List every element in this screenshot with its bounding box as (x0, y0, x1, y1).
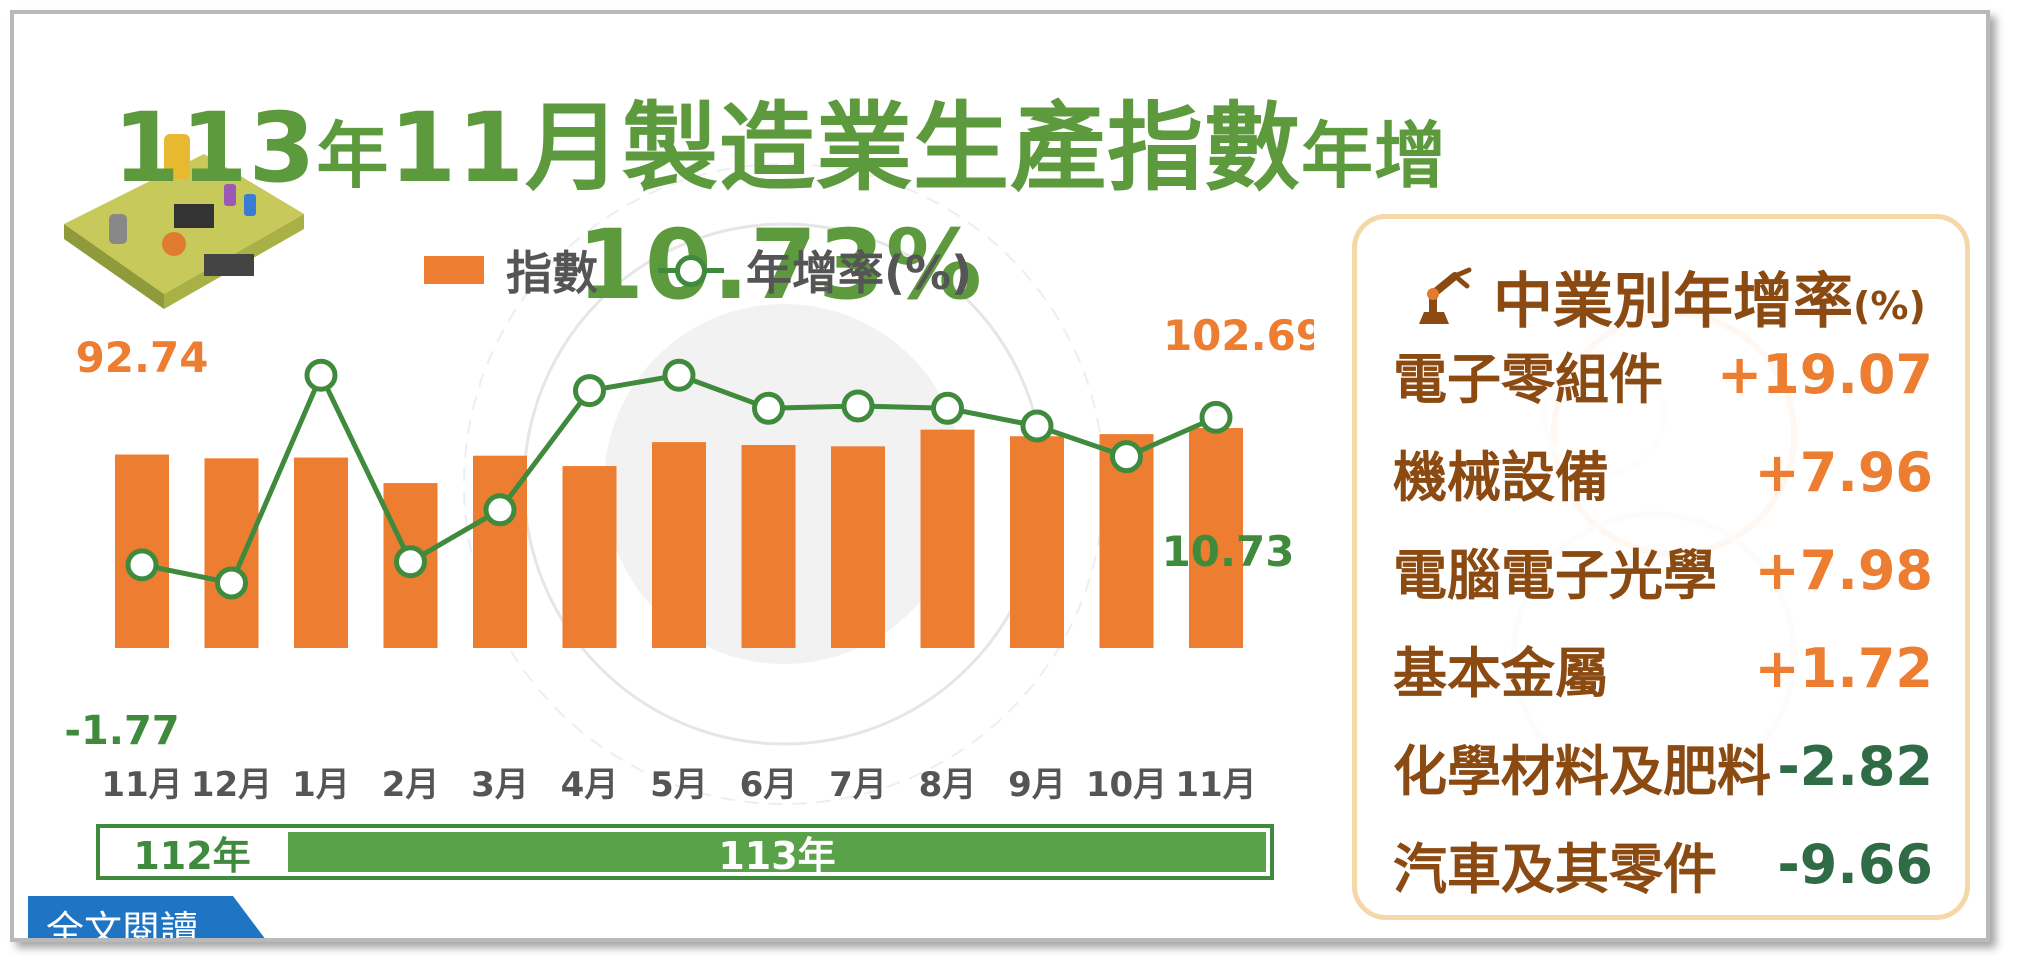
x-tick-label: 11月 (1175, 765, 1256, 805)
rate-point-11 (1020, 409, 1054, 443)
x-tick-label: 9月 (1008, 765, 1066, 805)
x-tick-label: 8月 (919, 765, 977, 805)
industry-name: 電子零組件 (1393, 347, 1663, 411)
industry-row: 電子零組件 +19.07 (1393, 329, 1933, 419)
title-part-year: 113 (112, 92, 317, 204)
rate-point-9 (841, 389, 875, 423)
x-tick-label: 4月 (561, 765, 619, 805)
industry-value: +7.96 (1754, 440, 1933, 504)
x-tick-label: 11月 (101, 765, 182, 805)
industry-name: 電腦電子光學 (1393, 543, 1717, 607)
industry-panel-title-text: 中業別年增率 (1493, 267, 1853, 337)
x-tick-label: 5月 (650, 765, 708, 805)
legend-bar-swatch (424, 256, 484, 284)
bar-7 (652, 442, 706, 648)
industry-value: -9.66 (1777, 832, 1933, 896)
rate-point-3 (304, 358, 338, 392)
title-part-value: 10.73% (577, 209, 983, 321)
infographic-card: 113年11月製造業生產指數年增10.73% 指數 年增率(%) 11月 12月 1… (10, 10, 1990, 942)
circuit-board-illustration (64, 134, 304, 309)
legend-bar-label: 指數 (506, 246, 598, 300)
industry-value: +19.07 (1716, 342, 1933, 406)
bar-8 (741, 445, 796, 648)
rate-point-1 (125, 548, 159, 582)
bar-11 (1010, 436, 1064, 648)
rate-point-6 (573, 374, 606, 408)
industry-growth-panel: 中業別年增率 (%) 電子零組件 +19.07 機械設備 +7.96 電腦電子光學 +7.… (1352, 214, 1970, 920)
industry-name: 機械設備 (1393, 445, 1609, 509)
rate-point-12 (1110, 440, 1143, 474)
industry-value: +7.98 (1754, 538, 1933, 602)
rate-point-8 (752, 391, 785, 425)
x-tick-label: 3月 (471, 765, 529, 805)
legend-line-swatch (658, 255, 724, 287)
year-group-112: 112年 (133, 833, 251, 878)
industry-value: +1.72 (1754, 636, 1933, 700)
industry-row: 電腦電子光學 +7.98 (1393, 525, 1933, 615)
title-part-subject: 月製造業生產指數 (524, 92, 1301, 204)
industry-row: 基本金屬 +1.72 (1393, 623, 1933, 713)
x-tick-label: 1月 (292, 765, 350, 805)
bar-label-last: 102.69 (1163, 311, 1314, 360)
bar-6 (562, 466, 617, 648)
bar-10 (920, 429, 975, 648)
rate-point-7 (662, 358, 696, 392)
industry-name: 化學材料及肥料 (1393, 739, 1771, 803)
title-part-month: 11 (389, 92, 525, 204)
bar-label-first: 92.74 (76, 333, 209, 382)
rate-label-first: -1.77 (64, 708, 179, 754)
chart-legend: 指數 年增率(%) (424, 240, 1032, 300)
read-full-text-button[interactable]: 全文閱讀 (28, 896, 278, 938)
title-part-yoy: 年增 (1300, 114, 1447, 198)
industry-panel-unit: (%) (1853, 283, 1926, 328)
rate-point-2 (215, 566, 248, 600)
rate-point-10 (931, 391, 964, 425)
industry-panel-title: 中業別年增率 (%) (1409, 253, 1926, 340)
rate-point-13 (1199, 400, 1233, 434)
x-tick-label: 2月 (382, 765, 440, 805)
bar-3 (294, 457, 348, 648)
bar-9 (831, 446, 885, 648)
rate-label-last: 10.73 (1162, 527, 1295, 576)
bar-2 (204, 458, 259, 648)
year-group-113: 113年 (288, 832, 1266, 878)
industry-value: -2.82 (1777, 734, 1933, 798)
year-group-bar: 112年 113年 (96, 824, 1274, 880)
rate-point-4 (394, 545, 427, 579)
x-tick-label: 12月 (191, 765, 272, 805)
legend-line-label: 年增率(%) (746, 246, 973, 300)
industry-name: 汽車及其零件 (1393, 837, 1717, 901)
main-title: 113年11月製造業生產指數年增 10.73% (14, 70, 1546, 321)
rate-point-5 (483, 493, 517, 527)
x-tick-label: 10月 (1086, 765, 1167, 805)
robot-arm-icon (1419, 267, 1472, 324)
x-tick-label: 6月 (740, 765, 798, 805)
title-part-year-unit: 年 (316, 114, 390, 198)
industry-row: 機械設備 +7.96 (1393, 427, 1933, 517)
x-tick-label: 7月 (829, 765, 887, 805)
industry-name: 基本金屬 (1393, 641, 1609, 705)
industry-row: 汽車及其零件 -9.66 (1393, 819, 1933, 909)
bar-13 (1189, 428, 1243, 648)
industry-row: 化學材料及肥料 -2.82 (1393, 721, 1933, 811)
